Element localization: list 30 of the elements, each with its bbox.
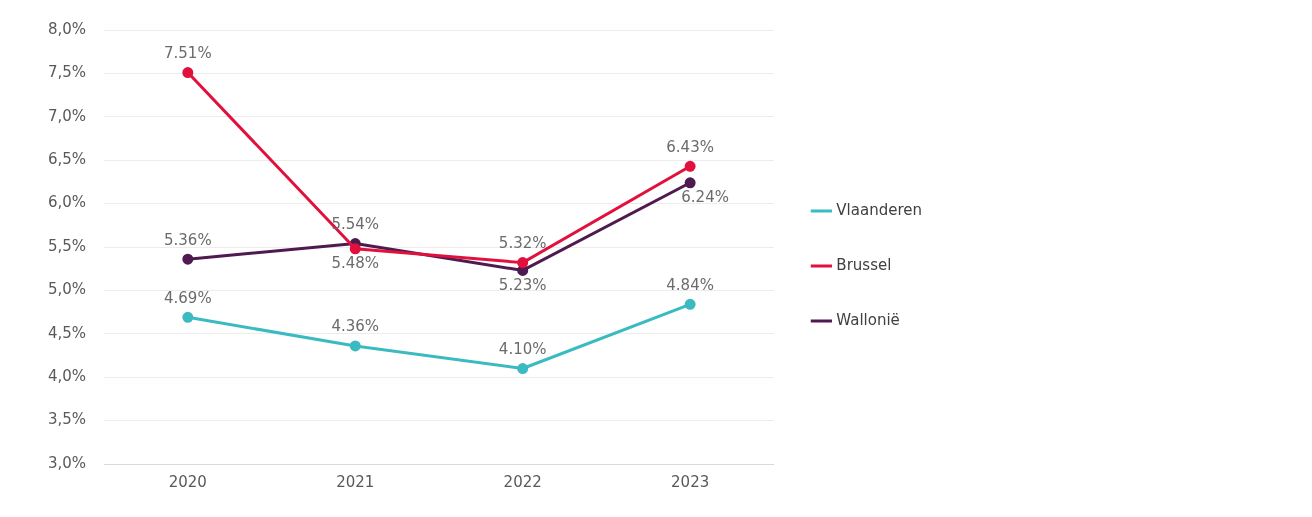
- y-tick-label: 5,0%: [48, 280, 87, 299]
- data-label: 5.54%: [331, 214, 380, 233]
- y-tick-label: 4,5%: [48, 323, 87, 342]
- data-label: 4.69%: [164, 288, 212, 307]
- data-label: 4.36%: [331, 317, 380, 336]
- x-tick-label: 2021: [336, 472, 375, 491]
- data-label: 5.48%: [331, 254, 380, 273]
- x-tick-label: 2023: [671, 472, 710, 491]
- y-tick-label: 4,0%: [48, 367, 87, 386]
- data-label: 5.36%: [164, 230, 212, 249]
- x-tick-label: 2020: [168, 472, 207, 491]
- data-label: 5.32%: [498, 234, 547, 253]
- data-label: 4.10%: [498, 339, 547, 358]
- data-label: 7.51%: [164, 43, 212, 62]
- legend-label: Vlaanderen: [836, 200, 923, 219]
- y-tick-label: 3,0%: [48, 453, 87, 472]
- legend-label: Brussel: [836, 255, 892, 274]
- data-label: 6.43%: [666, 137, 714, 156]
- y-tick-label: 7,5%: [48, 63, 87, 82]
- y-tick-label: 8,0%: [48, 19, 87, 38]
- legend-label: Wallonië: [836, 310, 900, 329]
- y-tick-label: 3,5%: [48, 410, 87, 429]
- data-label: 6.24%: [681, 188, 729, 207]
- data-label: 5.23%: [498, 275, 547, 294]
- y-tick-label: 7,0%: [48, 106, 87, 125]
- y-tick-label: 6,0%: [48, 193, 87, 212]
- y-tick-label: 5,5%: [48, 236, 87, 255]
- data-label: 4.84%: [666, 275, 714, 294]
- y-tick-label: 6,5%: [48, 150, 87, 169]
- x-tick-label: 2022: [503, 472, 542, 491]
